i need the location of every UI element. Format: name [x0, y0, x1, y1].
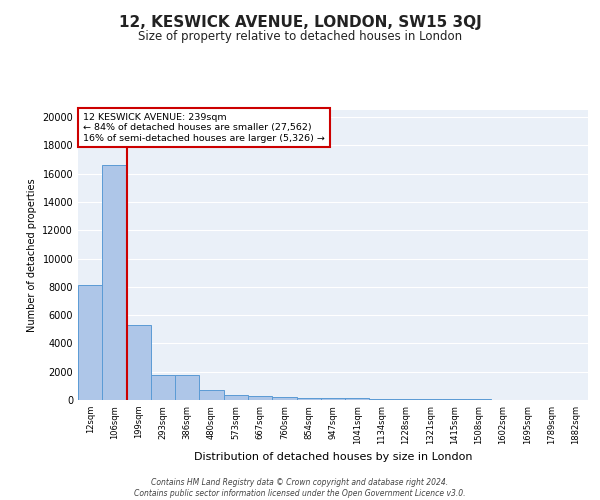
X-axis label: Distribution of detached houses by size in London: Distribution of detached houses by size …: [194, 452, 472, 462]
Bar: [345, 398, 370, 400]
Text: Size of property relative to detached houses in London: Size of property relative to detached ho…: [138, 30, 462, 43]
Bar: [248, 396, 272, 400]
Text: Contains HM Land Registry data © Crown copyright and database right 2024.
Contai: Contains HM Land Registry data © Crown c…: [134, 478, 466, 498]
Bar: [296, 398, 321, 400]
Text: 12 KESWICK AVENUE: 239sqm
← 84% of detached houses are smaller (27,562)
16% of s: 12 KESWICK AVENUE: 239sqm ← 84% of detac…: [83, 113, 325, 142]
Bar: [272, 397, 296, 400]
Bar: [321, 398, 345, 400]
Bar: [370, 398, 394, 400]
Y-axis label: Number of detached properties: Number of detached properties: [27, 178, 37, 332]
Bar: [175, 374, 199, 400]
Bar: [78, 286, 102, 400]
Bar: [127, 325, 151, 400]
Bar: [394, 399, 418, 400]
Bar: [418, 399, 442, 400]
Bar: [102, 165, 127, 400]
Bar: [199, 390, 224, 400]
Bar: [224, 395, 248, 400]
Text: 12, KESWICK AVENUE, LONDON, SW15 3QJ: 12, KESWICK AVENUE, LONDON, SW15 3QJ: [119, 15, 481, 30]
Bar: [151, 374, 175, 400]
